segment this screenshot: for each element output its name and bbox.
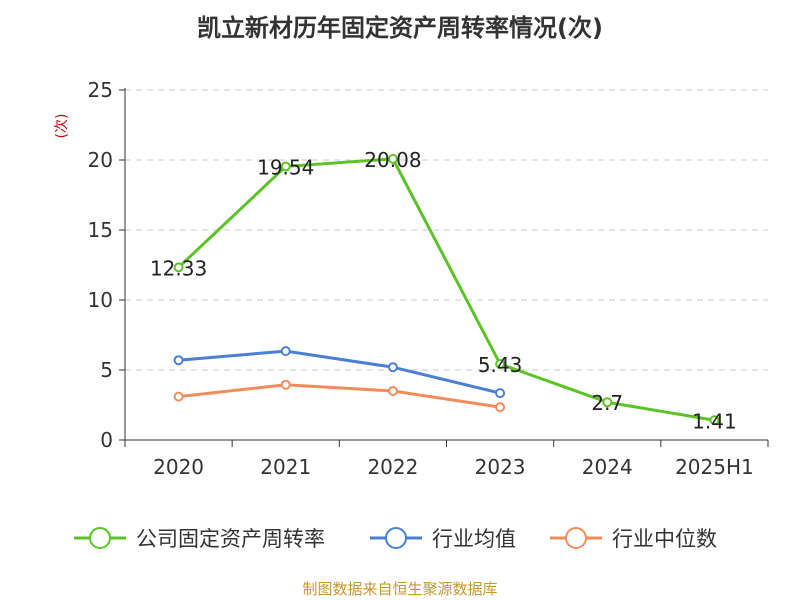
y-axis-label: (次) — [54, 114, 70, 139]
legend-marker-icon — [74, 527, 126, 549]
legend: 公司固定资产周转率 行业均值 行业中位数 — [0, 518, 800, 558]
axes: 0 5 10 15 20 25 2020 2021 2022 2023 2024 2025H1 — [88, 78, 769, 479]
legend-label: 行业中位数 — [612, 527, 717, 551]
x-tick-label: 2023 — [475, 455, 526, 479]
y-tick-label: 10 — [88, 288, 113, 312]
data-label: 5.43 — [478, 353, 523, 377]
data-point — [495, 388, 506, 399]
legend-item[interactable]: 行业均值 — [368, 518, 516, 558]
data-point — [387, 153, 398, 164]
x-tick-label: 2021 — [260, 455, 311, 479]
gridlines — [125, 89, 768, 371]
chart-title: 凯立新材历年固定资产周转率情况(次) — [197, 14, 603, 42]
data-point — [173, 262, 184, 273]
data-point — [280, 161, 291, 172]
data-point — [495, 358, 506, 369]
y-tick-label: 25 — [88, 78, 113, 102]
y-tick-label: 5 — [100, 358, 113, 382]
y-tick-label: 0 — [100, 428, 113, 452]
data-point — [387, 386, 398, 396]
data-point — [280, 379, 291, 390]
source-note: 制图数据来自恒生聚源数据库 — [302, 580, 498, 598]
data-point — [602, 397, 613, 408]
data-point — [173, 355, 184, 366]
x-tick-label: 2024 — [582, 455, 633, 479]
data-label: 20.08 — [364, 148, 421, 172]
legend-item[interactable]: 公司固定资产周转率 — [72, 518, 325, 558]
y-tick-label: 15 — [88, 218, 113, 242]
data-label: 1.41 — [692, 409, 737, 433]
series — [173, 153, 720, 426]
data-point — [495, 402, 506, 413]
data-label: 19.54 — [257, 155, 314, 179]
data-label: 12.33 — [150, 256, 207, 280]
series-line-2 — [178, 383, 501, 409]
y-tick-label: 20 — [88, 148, 113, 172]
series-line-0 — [177, 157, 715, 422]
data-labels: 12.33 19.54 20.08 5.43 2.7 1.41 — [150, 148, 737, 433]
series-line-1 — [178, 349, 501, 395]
data-point — [280, 346, 291, 357]
legend-marker-icon — [370, 527, 422, 549]
legend-marker-icon — [550, 527, 602, 549]
legend-label: 行业均值 — [432, 527, 516, 551]
data-point — [709, 415, 720, 426]
line-chart: 0 5 10 15 20 25 2020 2021 2022 2023 2024 2025H1 (次)… — [54, 78, 769, 479]
legend-item[interactable]: 行业中位数 — [548, 518, 717, 558]
data-label: 2.7 — [591, 391, 623, 415]
data-point — [387, 362, 398, 373]
x-tick-label: 2020 — [153, 455, 204, 479]
x-tick-label: 2025H1 — [675, 455, 754, 479]
data-point — [173, 391, 184, 402]
x-tick-label: 2022 — [367, 455, 418, 479]
legend-label: 公司固定资产周转率 — [136, 527, 325, 551]
